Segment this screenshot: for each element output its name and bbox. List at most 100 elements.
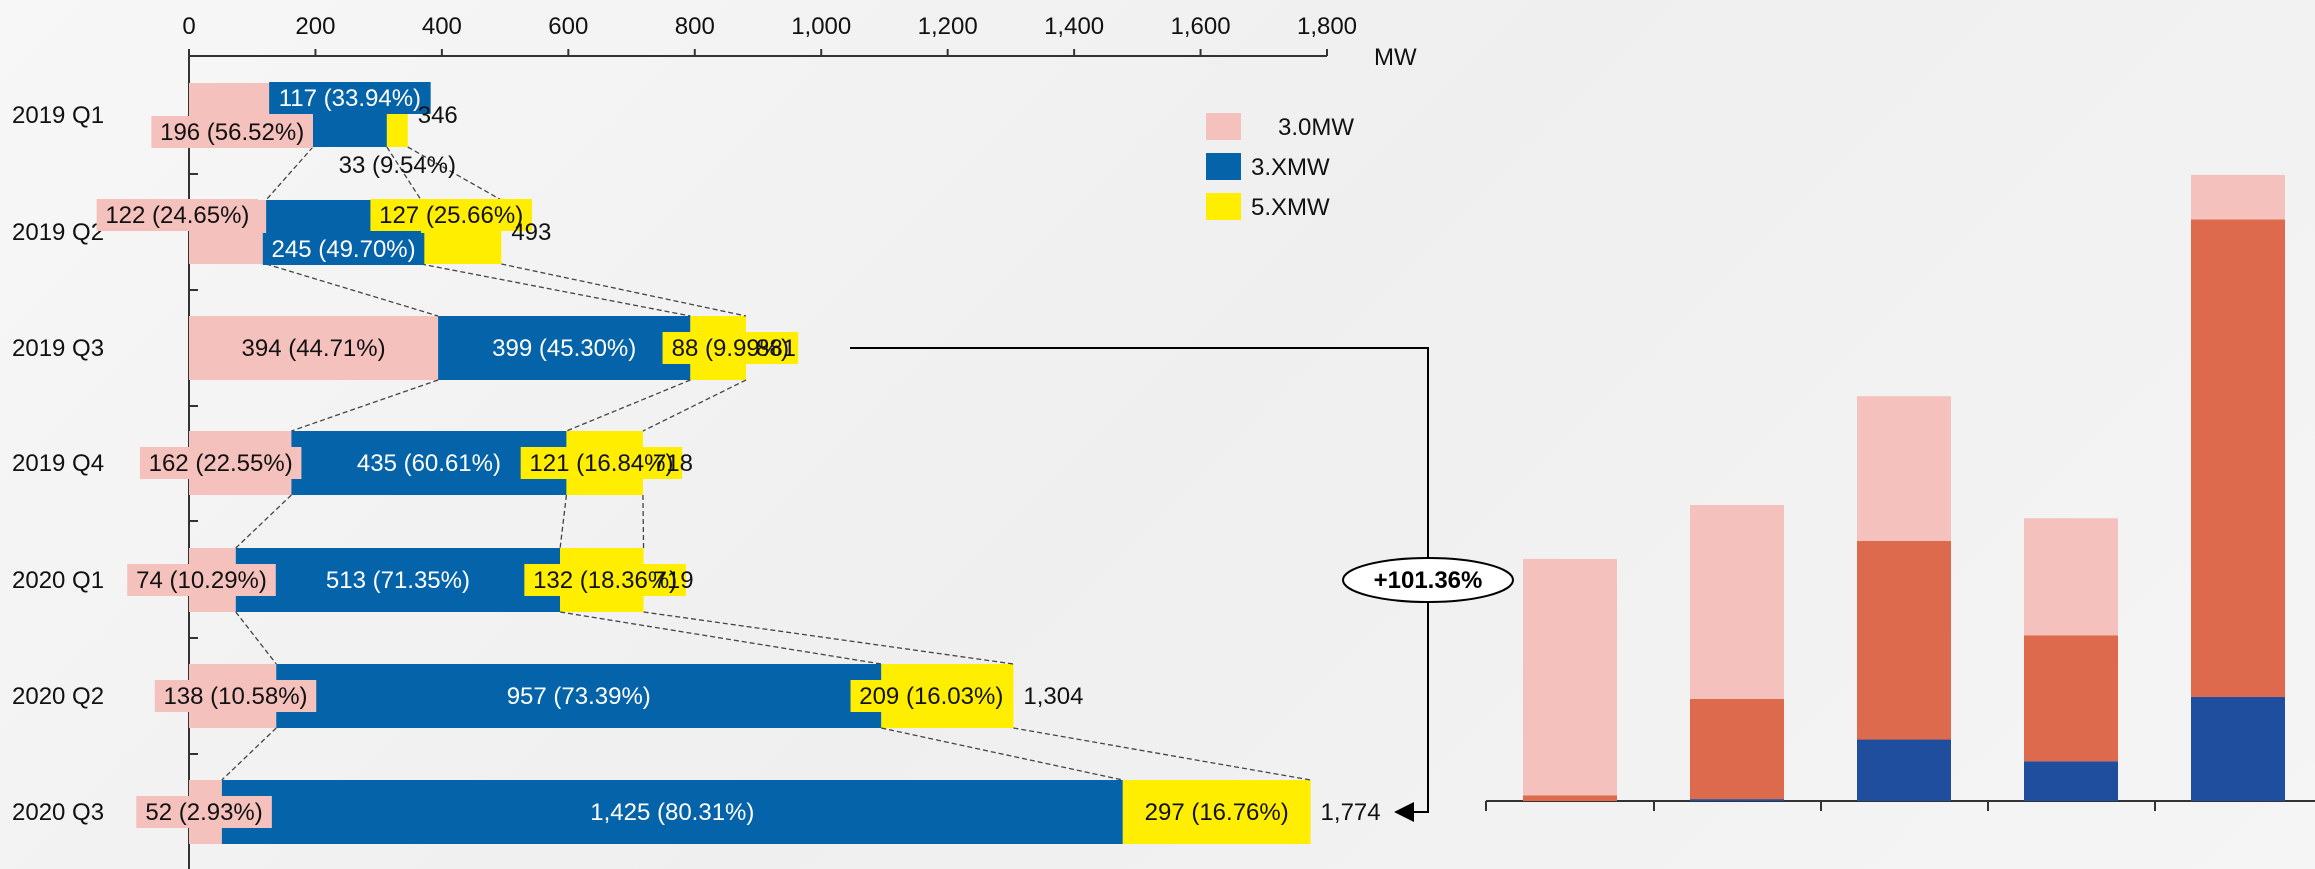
bar-segment-3-xmw <box>221 780 1123 844</box>
x-tick-label: 200 <box>295 13 335 40</box>
connector-line <box>221 727 277 781</box>
label-5xmw: 121 (16.84%) <box>520 447 683 479</box>
data-label-text: 122 (24.65%) <box>105 202 249 229</box>
secondary-bar-segment <box>2191 219 2285 697</box>
label-background <box>520 447 683 479</box>
bar-segment-5-xmw <box>1122 780 1311 844</box>
connector-line <box>291 379 439 432</box>
data-label-text: 399 (45.30%) <box>492 335 636 362</box>
data-label-text: 74 (10.29%) <box>136 567 267 594</box>
legend-label: 5.XMW <box>1251 194 1330 221</box>
total-label: 346 <box>418 102 458 129</box>
connector-lines <box>221 146 1311 781</box>
label-3xmw: 399 (45.30%) <box>492 335 636 362</box>
data-label-text: 245 (49.70%) <box>272 236 416 263</box>
growth-badge <box>1342 557 1514 603</box>
secondary-bar-segment <box>1523 795 1617 801</box>
total-label: 718 <box>653 450 693 477</box>
secondary-bar-segment <box>1690 698 1784 800</box>
label-5xmw: 127 (25.66%) <box>370 199 532 231</box>
connector-line <box>235 494 292 549</box>
connector-line <box>420 263 691 317</box>
connector-line <box>566 379 691 432</box>
secondary-bar-segment <box>1857 739 1951 801</box>
x-tick-label: 1,600 <box>1171 13 1231 40</box>
legend-label: 3.0MW <box>1278 114 1354 141</box>
label-3xmw: 435 (60.61%) <box>357 450 501 477</box>
label-5xmw: 209 (16.03%) <box>850 680 1013 712</box>
connector-line <box>265 263 439 317</box>
x-tick-label: 1,200 <box>918 13 978 40</box>
connector-line <box>642 494 645 549</box>
data-label-text: 121 (16.84%) <box>529 450 673 477</box>
connector-line <box>265 146 314 201</box>
data-label-text: 138 (10.58%) <box>163 683 307 710</box>
category-label: 2020 Q1 <box>12 567 104 594</box>
label-30mw: 196 (56.52%) <box>151 116 313 148</box>
label-3xmw: 957 (73.39%) <box>507 683 651 710</box>
secondary-bar-segment <box>2024 635 2118 762</box>
total-label: 493 <box>511 219 551 246</box>
growth-annotation: +101.36% <box>850 347 1514 822</box>
bar-segment-3-0mw <box>189 316 439 380</box>
secondary-stacked-bar-chart <box>1485 174 2315 811</box>
label-background <box>139 447 302 479</box>
connector-line <box>1013 727 1311 781</box>
label-30mw: 394 (44.71%) <box>242 335 386 362</box>
category-label: 2020 Q2 <box>12 683 104 710</box>
connector-line <box>559 494 568 549</box>
label-5xmw: 132 (18.36%) <box>524 564 686 596</box>
label-background <box>96 199 259 231</box>
connector-line <box>560 611 882 665</box>
label-30mw: 138 (10.58%) <box>154 680 317 712</box>
label-background <box>262 233 425 265</box>
label-background <box>136 796 272 828</box>
data-label-text: 162 (22.55%) <box>149 450 293 477</box>
bar-segment-3-xmw <box>438 316 691 380</box>
total-label: 1,304 <box>1023 683 1083 710</box>
label-30mw: 162 (22.55%) <box>139 447 302 479</box>
category-label: 2019 Q1 <box>12 102 104 129</box>
growth-arrow <box>850 347 1429 822</box>
x-axis-unit-label: MW <box>1374 44 1417 71</box>
secondary-bar-segment <box>1690 504 1784 699</box>
label-30mw: 122 (24.65%) <box>96 199 259 231</box>
data-labels: 117 (33.94%) 196 (56.52%) 33 (9.54%) 122 (2… <box>96 82 1381 828</box>
secondary-bar-segment <box>1690 799 1784 801</box>
connector-line <box>235 611 277 665</box>
data-label-text: 1,425 (80.31%) <box>590 799 754 826</box>
bar-segment-3-xmw <box>291 431 567 495</box>
data-label-text: 52 (2.93%) <box>145 799 262 826</box>
data-label-text: 394 (44.71%) <box>242 335 386 362</box>
data-label-text: 196 (56.52%) <box>160 119 304 146</box>
data-label-text: 957 (73.39%) <box>507 683 651 710</box>
label-30mw: 74 (10.29%) <box>127 564 276 596</box>
label-5xmw: 88 (9.99%) <box>662 332 799 364</box>
data-label-text: 297 (16.76%) <box>1145 799 1289 826</box>
connector-line <box>386 146 422 201</box>
connector-line <box>407 146 502 201</box>
label-background <box>524 564 686 596</box>
category-label: 2019 Q4 <box>12 450 104 477</box>
x-tick-label: 0 <box>182 13 195 40</box>
data-label-text: 513 (71.35%) <box>326 567 470 594</box>
data-label-text: 127 (25.66%) <box>379 202 523 229</box>
bar-segment-3-xmw <box>276 664 882 728</box>
label-background <box>127 564 276 596</box>
total-label: 881 <box>756 335 796 362</box>
connector-line <box>642 379 747 432</box>
secondary-bar-segment <box>2191 174 2285 220</box>
label-background <box>154 680 317 712</box>
x-tick-label: 800 <box>675 13 715 40</box>
data-label-text: 435 (60.61%) <box>357 450 501 477</box>
label-background <box>269 82 431 114</box>
x-tick-label: 400 <box>422 13 462 40</box>
label-30mw: 52 (2.93%) <box>136 796 272 828</box>
data-label-text: 132 (18.36%) <box>533 567 677 594</box>
label-5xmw: 33 (9.54%) <box>339 152 456 179</box>
legend-swatch <box>1206 153 1241 180</box>
data-label-text: 33 (9.54%) <box>339 152 456 179</box>
legend: 3.0MW 3.XMW 5.XMW <box>1206 113 1354 221</box>
category-label: 2020 Q3 <box>12 799 104 826</box>
